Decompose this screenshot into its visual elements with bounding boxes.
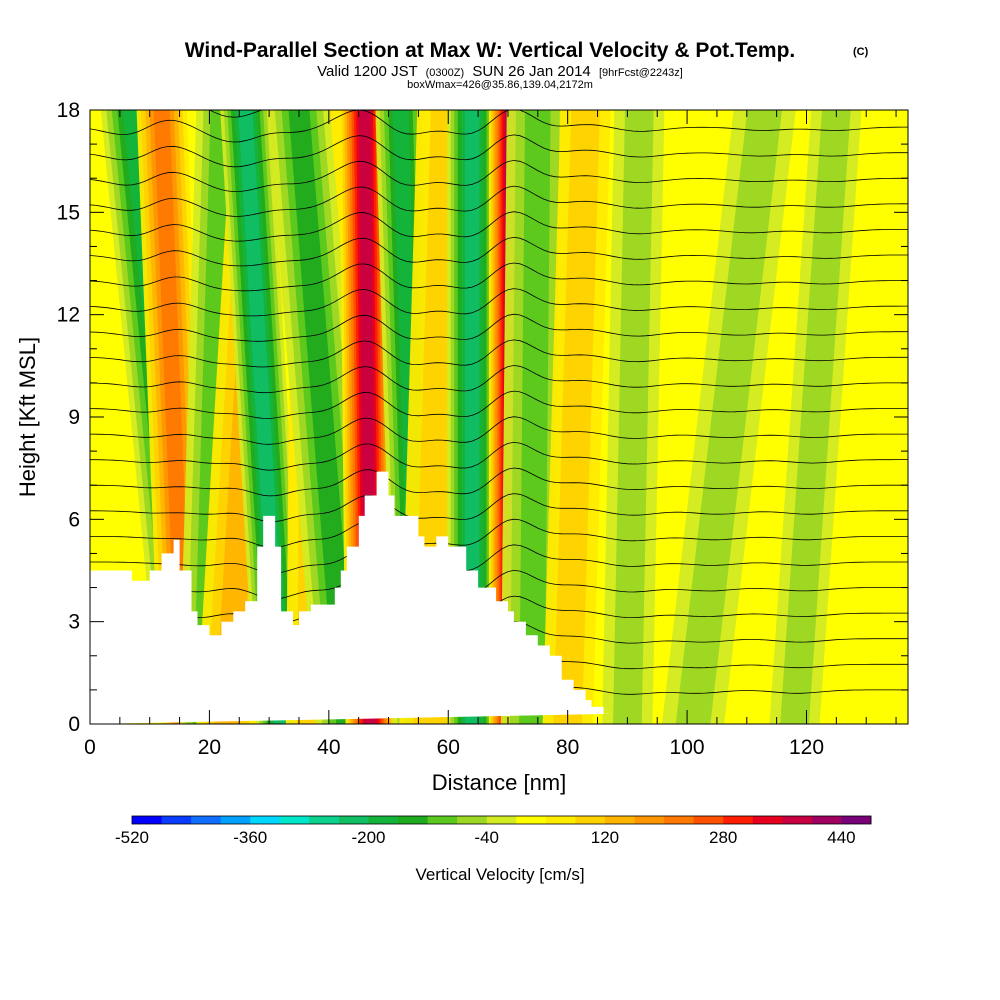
- copyright-mark: (C): [853, 46, 869, 58]
- colorbar-swatch: [427, 816, 458, 824]
- band-layer: [519, 110, 551, 724]
- colorbar-frame: [131, 815, 872, 825]
- band-layer: [780, 110, 851, 724]
- y-tick-label: 15: [57, 201, 80, 224]
- colorbar-swatch: [398, 816, 429, 824]
- theta-contour: [90, 160, 908, 193]
- plot-area: [90, 110, 908, 724]
- theta-contour: [90, 313, 908, 342]
- colorbar-swatch: [309, 816, 340, 824]
- colorbar-swatch: [250, 816, 281, 824]
- colorbar-tick-label: -360: [233, 828, 267, 847]
- colorbar-swatch: [664, 816, 695, 824]
- colorbar-tick-label: 120: [591, 828, 619, 847]
- theta-contour: [90, 236, 908, 267]
- theta-contour: [90, 518, 908, 548]
- colorbar: -520 -360 -200 -40 120 280 440: [115, 815, 872, 847]
- velocity-band: [602, 110, 665, 724]
- colorbar-tick-label: -200: [351, 828, 385, 847]
- subtitle-valid: Valid 1200 JST: [317, 63, 417, 80]
- band-layer: [553, 110, 600, 724]
- theta-contour: [90, 441, 908, 471]
- band-layer: [675, 110, 783, 724]
- y-tick-label: 18: [57, 99, 80, 122]
- colorbar-swatch: [841, 816, 872, 824]
- colorbar-swatch: [723, 816, 754, 824]
- velocity-band: [662, 110, 796, 724]
- colorbar-swatch: [338, 816, 369, 824]
- colorbar-swatch: [368, 816, 399, 824]
- theta-contour: [90, 211, 908, 242]
- y-tick-label: 3: [68, 611, 80, 634]
- theta-contour: [90, 467, 908, 497]
- theta-contour: [90, 288, 908, 317]
- colorbar-swatch: [634, 816, 665, 824]
- velocity-band: [542, 110, 611, 724]
- band-layer: [613, 110, 654, 724]
- colorbar-swatch: [693, 816, 724, 824]
- colorbar-swatch: [516, 816, 547, 824]
- x-tick-label: 120: [789, 736, 824, 759]
- theta-contour: [90, 569, 908, 600]
- y-tick-label: 0: [68, 713, 80, 736]
- colorbar-title: Vertical Velocity [cm/s]: [415, 865, 584, 884]
- theta-contour: [90, 416, 908, 445]
- theta-contour: [90, 110, 908, 143]
- theta-contour: [90, 134, 908, 168]
- colorbar-swatch: [811, 816, 842, 824]
- theta-contour: [90, 493, 908, 523]
- colorbar-swatch: [575, 816, 606, 824]
- y-tick-label: 9: [68, 406, 80, 429]
- theta-contour: [90, 262, 908, 292]
- chart-title: Wind-Parallel Section at Max W: Vertical…: [185, 39, 796, 62]
- subtitle-forecast: [9hrFcst@2243z]: [599, 67, 683, 79]
- colorbar-swatch: [486, 816, 517, 824]
- x-tick-label: 20: [198, 736, 221, 759]
- colorbar-swatch: [752, 816, 783, 824]
- axes: 0 20 40 60 80 100 120 0 3 6 9 12 15 18: [57, 99, 908, 759]
- colorbar-swatch: [220, 816, 251, 824]
- colorbar-swatch: [161, 816, 192, 824]
- x-axis-label: Distance [nm]: [432, 770, 567, 795]
- colorbar-swatch: [279, 816, 310, 824]
- x-tick-label: 100: [670, 736, 705, 759]
- theta-contour: [208, 110, 264, 118]
- colorbar-tick-label: 280: [709, 828, 737, 847]
- theta-contour: [90, 544, 908, 574]
- y-tick-label: 6: [68, 508, 80, 531]
- chart-header: Wind-Parallel Section at Max W: Vertical…: [185, 39, 869, 91]
- chart-box-subtitle: boxWmax=426@35.86,139.04,2172m: [407, 79, 593, 91]
- colorbar-swatch: [457, 816, 488, 824]
- x-tick-label: 40: [317, 736, 340, 759]
- subtitle-date: SUN 26 Jan 2014: [472, 63, 590, 80]
- colorbar-tick-label: 440: [827, 828, 855, 847]
- subtitle-utc: (0300Z): [426, 67, 465, 79]
- chart-subtitle: Valid 1200 JST (0300Z) SUN 26 Jan 2014 […: [317, 63, 683, 80]
- terrain: [90, 471, 616, 724]
- colorbar-swatch: [545, 816, 576, 824]
- theta-contour: [90, 339, 908, 368]
- band-layer: [192, 110, 233, 724]
- y-tick-label: 12: [57, 304, 80, 327]
- colorbar-swatch: [782, 816, 813, 824]
- terrain-fill: [90, 471, 616, 724]
- velocity-band: [769, 110, 862, 724]
- colorbar-swatch: [191, 816, 222, 824]
- colorbar-swatch: [132, 816, 163, 824]
- colorbar-tick-label: -520: [115, 828, 149, 847]
- colorbar-tick-label: -40: [474, 828, 499, 847]
- y-axis-label: Height [Kft MSL]: [15, 337, 40, 497]
- x-tick-label: 0: [84, 736, 96, 759]
- x-tick-label: 80: [556, 736, 579, 759]
- theta-contour: [90, 365, 908, 394]
- theta-contour: [90, 185, 908, 217]
- band-layer: [288, 110, 358, 724]
- colorbar-swatch: [604, 816, 636, 824]
- theta-contour: [90, 390, 908, 419]
- x-tick-label: 60: [437, 736, 460, 759]
